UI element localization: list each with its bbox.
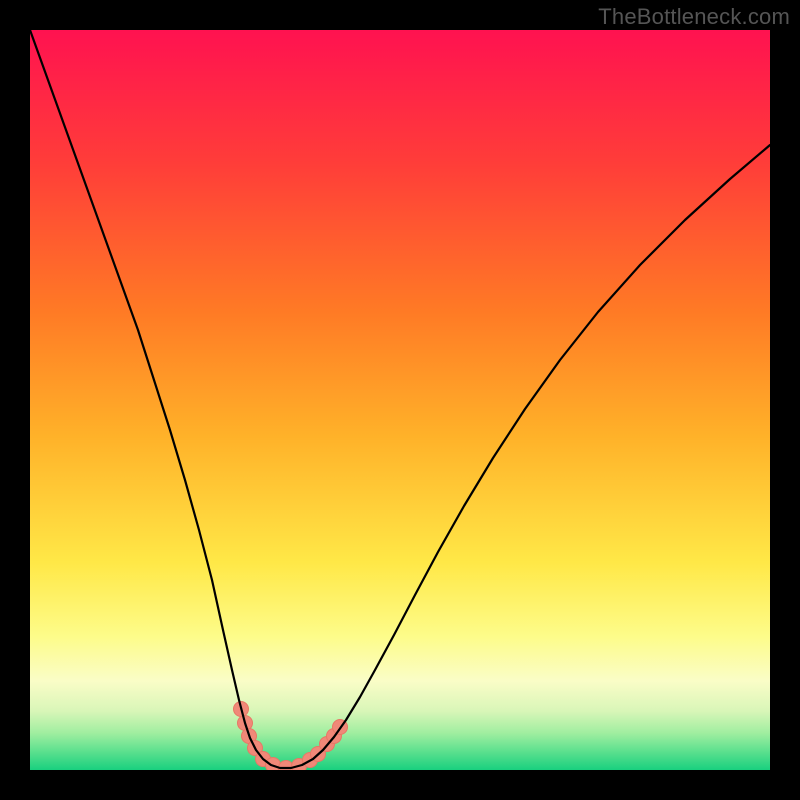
plot-area: [30, 30, 770, 770]
watermark: TheBottleneck.com: [598, 4, 790, 30]
curve-layer: [30, 30, 770, 770]
